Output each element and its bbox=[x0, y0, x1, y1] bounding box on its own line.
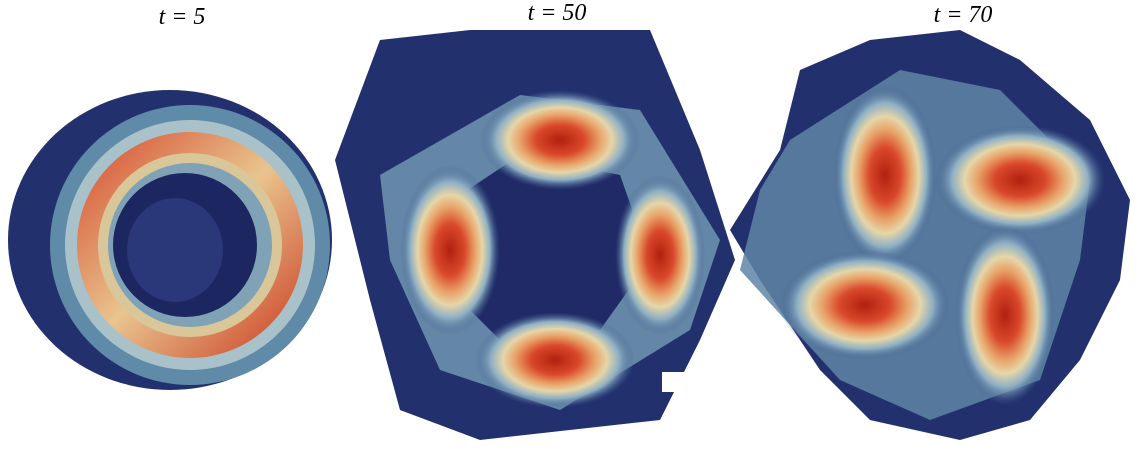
panel-1-render bbox=[8, 90, 332, 390]
panel-label: t = 50 bbox=[528, 0, 587, 26]
panel-label: t = 5 bbox=[159, 4, 206, 30]
panel-2-render bbox=[335, 30, 735, 440]
panel-3-render bbox=[730, 30, 1130, 440]
panel-label: t = 70 bbox=[934, 2, 993, 28]
